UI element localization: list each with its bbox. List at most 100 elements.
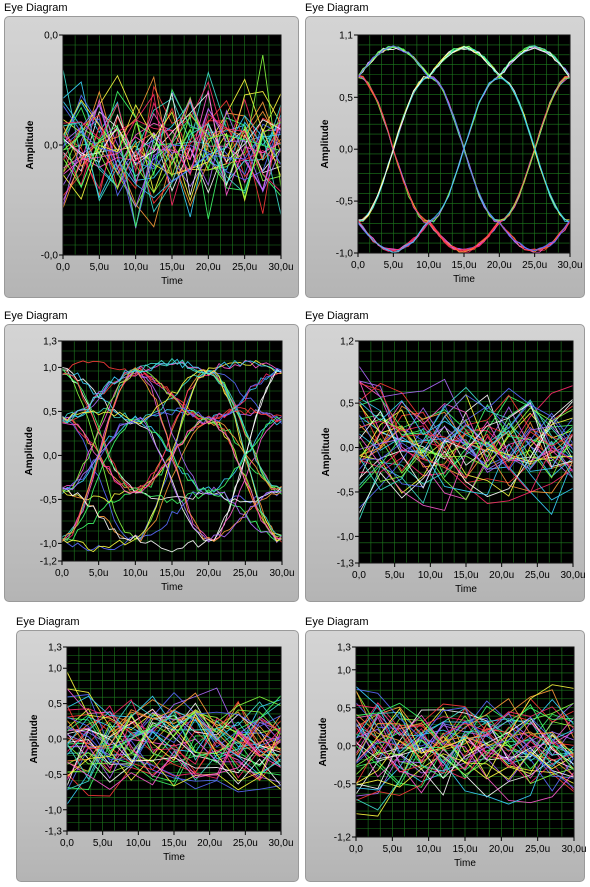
x-tick-label: 15,0u — [161, 838, 186, 849]
x-tick-label: 20,0u — [489, 844, 514, 855]
eye-trace — [63, 100, 281, 199]
x-tick-label: 25,0u — [525, 844, 550, 855]
eye-trace — [67, 728, 281, 774]
eye-trace — [63, 101, 281, 193]
x-tick-label: 25,0u — [233, 838, 258, 849]
eye-trace — [67, 688, 281, 779]
traces — [63, 55, 281, 229]
eye-trace — [356, 704, 574, 805]
x-tick-label: 30,0u — [560, 570, 585, 581]
eye-trace — [67, 695, 281, 767]
eye-diagram-panel-6: Eye Diagram 1,3 1,0 0,5 0,0 -0,5 -1,2 0,0 5,0u 1… — [305, 616, 586, 882]
y-tick-label: 0,0 — [337, 741, 351, 752]
eye-trace — [356, 721, 574, 778]
eye-trace — [62, 368, 282, 537]
x-tick-label: 20,0u — [489, 570, 514, 581]
eye-trace — [359, 398, 573, 514]
eye-trace — [67, 710, 281, 779]
eye-diagram-chart: 1,10,50,0-0,5-1,00,0 5,0u 10,0u 15,0u 20,0u 2… — [320, 31, 583, 286]
y-tick-label: 1,2 — [340, 337, 354, 348]
x-tick-label: 10,0u — [416, 260, 441, 271]
x-tick-label: 0,0 — [349, 844, 363, 855]
eye-trace — [358, 46, 570, 221]
eye-diagram-panel-4: Eye Diagram 1,2 0,5 0,0 -0,5 -1,0 -1,3 0,0 5,0u… — [305, 310, 586, 602]
x-tick-label: 5,0u — [89, 568, 108, 579]
eye-trace — [356, 684, 574, 778]
chart-title: Eye Diagram — [4, 2, 68, 14]
eye-trace — [359, 379, 573, 469]
eye-trace — [356, 707, 574, 817]
x-tick-label: 5,0u — [93, 838, 112, 849]
eye-diagram-chart: 0,00,0-0,00,0 5,0u 10,0u 15,0u 20,0u 25,0u 30,… — [25, 31, 294, 288]
y-axis-label: Amplitude — [29, 714, 40, 763]
y-tick-label: 1,0 — [43, 363, 57, 374]
y-tick-label: -0,5 — [334, 779, 352, 790]
eye-trace — [62, 368, 282, 544]
x-tick-label: 10,0u — [418, 570, 443, 581]
x-tick-label: 5,0u — [383, 844, 402, 855]
x-tick-label: 15,0u — [453, 570, 478, 581]
y-tick-label: 1,3 — [43, 337, 57, 348]
eye-trace — [67, 695, 281, 764]
y-tick-label: -0,5 — [337, 487, 355, 498]
chart-title: Eye Diagram — [305, 2, 369, 14]
eye-trace — [67, 705, 281, 779]
eye-trace — [62, 357, 282, 536]
y-tick-label: 0,0 — [44, 141, 58, 152]
eye-trace — [359, 382, 573, 454]
eye-trace — [359, 402, 573, 489]
eye-trace — [63, 88, 281, 191]
eye-trace — [359, 407, 573, 482]
eye-trace — [63, 97, 281, 188]
x-tick-label: 0,0 — [351, 260, 365, 271]
eye-trace — [67, 688, 281, 791]
y-axis-label: Amplitude — [320, 119, 331, 168]
x-tick-label: 20,0u — [487, 260, 512, 271]
y-axis-label: Amplitude — [24, 426, 35, 475]
x-axis-label: Time — [163, 852, 185, 863]
y-axis-label: Amplitude — [318, 717, 329, 766]
y-tick-label: 0,0 — [339, 145, 353, 156]
eye-trace — [63, 81, 281, 188]
y-tick-label: -1,0 — [337, 532, 355, 543]
y-tick-label: -0,5 — [336, 197, 354, 208]
x-tick-label: 0,0 — [60, 838, 74, 849]
y-tick-label: 0,5 — [48, 699, 62, 710]
eye-trace — [359, 420, 573, 494]
y-tick-label: -1,3 — [45, 827, 63, 838]
eye-trace — [359, 405, 573, 494]
x-tick-label: 0,0 — [55, 568, 69, 579]
eye-trace — [67, 698, 281, 765]
eye-trace — [359, 397, 573, 458]
x-tick-label: 20,0u — [196, 568, 221, 579]
eye-trace — [359, 382, 573, 470]
y-tick-label: -0,5 — [45, 770, 63, 781]
eye-trace — [358, 45, 570, 251]
y-tick-label: -0,5 — [40, 495, 58, 506]
eye-trace — [63, 112, 281, 200]
eye-trace — [359, 401, 573, 488]
y-tick-label: 0,5 — [340, 399, 354, 410]
x-axis-label: Time — [161, 276, 183, 287]
x-tick-label: 5,0u — [90, 262, 109, 273]
chart-title: Eye Diagram — [305, 310, 369, 322]
x-tick-label: 25,0u — [525, 570, 550, 581]
traces — [356, 684, 574, 817]
eye-trace — [63, 90, 281, 176]
eye-trace — [356, 713, 574, 804]
eye-trace — [63, 55, 281, 194]
y-tick-label: 1,3 — [337, 643, 351, 654]
x-tick-label: 30,0u — [557, 260, 582, 271]
x-tick-label: 0,0 — [352, 570, 366, 581]
x-tick-label: 10,0u — [123, 568, 148, 579]
y-tick-label: -1,2 — [334, 833, 352, 844]
eye-trace — [359, 387, 573, 460]
y-tick-label: 0,0 — [43, 451, 57, 462]
y-tick-label: 0,0 — [340, 443, 354, 454]
y-tick-label: -1,0 — [336, 249, 354, 260]
eye-trace — [67, 708, 281, 787]
chart-title: Eye Diagram — [305, 616, 369, 628]
eye-trace — [356, 698, 574, 764]
y-axis-label: Amplitude — [321, 427, 332, 476]
y-axis-label: Amplitude — [25, 120, 36, 169]
